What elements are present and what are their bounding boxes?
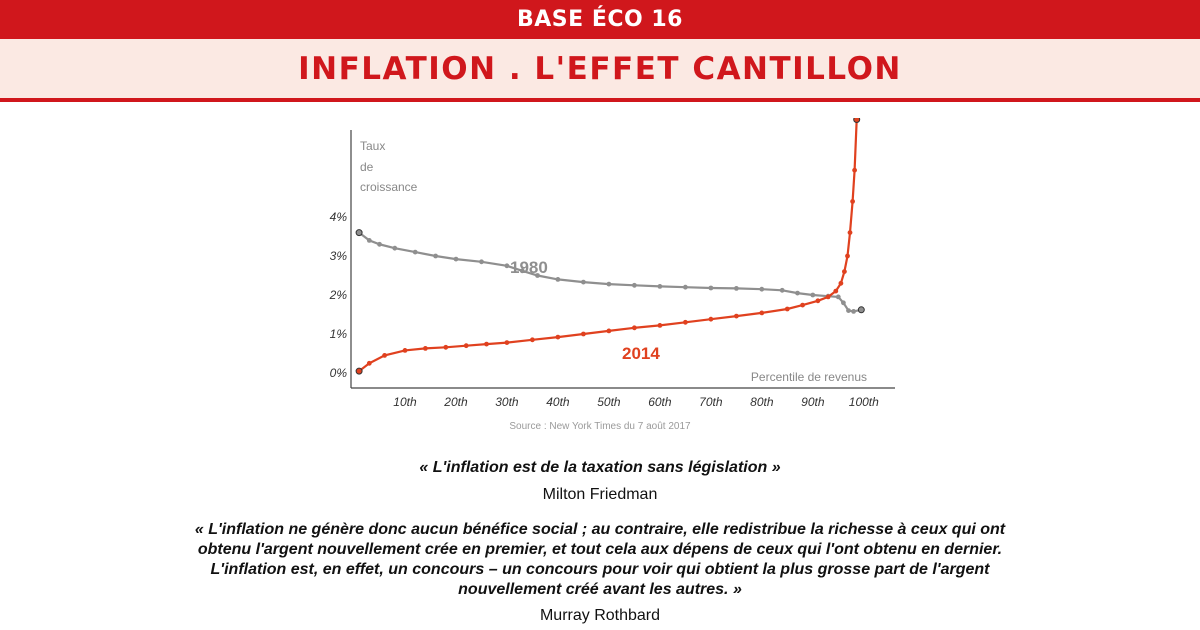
y-tick-label: 3% xyxy=(330,249,348,263)
data-point-1980 xyxy=(810,292,816,298)
data-point-1980 xyxy=(734,286,739,291)
y-tick-label: 0% xyxy=(330,366,348,380)
data-point-1980 xyxy=(366,238,372,243)
data-point-1980 xyxy=(657,284,663,289)
data-point-2014 xyxy=(382,353,387,358)
data-point-1980 xyxy=(795,290,800,296)
data-point-2014 xyxy=(402,348,408,353)
title-band: INFLATION . L'EFFET CANTILLON xyxy=(0,39,1200,102)
data-point-2014 xyxy=(423,346,428,351)
data-point-1980 xyxy=(759,286,765,292)
data-point-1980 xyxy=(453,256,459,262)
x-tick-labels: 10th 20th 30th 40th 50th 60th 70th 80th 90th 100t… xyxy=(393,395,879,409)
data-point-1980 xyxy=(581,279,586,285)
y-tick-labels: 0% 1% 2% 3% 4% xyxy=(329,210,348,380)
data-point-1980 xyxy=(779,287,785,293)
y-axis-label-line-3: croissance xyxy=(360,180,418,194)
series-line-1980 xyxy=(358,231,862,313)
data-point-1980 xyxy=(851,309,856,314)
data-point-1980 xyxy=(355,229,363,237)
data-point-2014 xyxy=(504,340,510,345)
x-tick-label: 80th xyxy=(750,395,774,409)
data-point-1980 xyxy=(555,277,561,282)
series-label: BASE ÉCO 16 xyxy=(517,7,683,32)
data-point-2014 xyxy=(845,253,850,259)
data-point-2014 xyxy=(555,334,561,340)
y-axis-label-line-2: de xyxy=(360,160,374,174)
x-axis-label: Percentile de revenus xyxy=(751,370,867,384)
data-point-1980 xyxy=(857,306,865,314)
data-point-2014 xyxy=(632,325,637,331)
data-point-2014 xyxy=(852,167,857,173)
data-point-2014 xyxy=(463,343,469,349)
x-tick-label: 70th xyxy=(699,395,723,409)
data-point-1980 xyxy=(632,282,637,288)
data-point-2014 xyxy=(815,298,821,304)
series-2014-label: 2014 xyxy=(622,344,660,363)
data-point-2014 xyxy=(853,118,861,123)
quote-rothbard-author: Murray Rothbard xyxy=(539,607,661,624)
y-tick-label: 1% xyxy=(330,327,348,341)
data-point-1980 xyxy=(846,308,851,313)
data-point-1980 xyxy=(377,241,382,247)
x-tick-label: 10th xyxy=(393,395,417,409)
x-tick-label: 60th xyxy=(648,395,672,409)
data-point-1980 xyxy=(392,245,398,251)
data-point-2014 xyxy=(734,313,739,319)
data-point-2014 xyxy=(842,269,847,274)
data-point-2014 xyxy=(825,294,831,300)
series-line-2014 xyxy=(358,119,858,372)
data-point-2014 xyxy=(443,344,449,350)
x-tick-label: 20th xyxy=(443,395,468,409)
data-point-2014 xyxy=(657,323,663,328)
data-point-1980 xyxy=(606,281,612,287)
y-axis-label-line-1: Taux xyxy=(360,139,385,153)
data-point-1980 xyxy=(433,253,438,259)
data-point-1980 xyxy=(519,268,525,274)
x-tick-label: 90th xyxy=(801,395,825,409)
data-point-2014 xyxy=(847,230,853,235)
data-point-1980 xyxy=(504,263,510,269)
data-point-2014 xyxy=(838,280,844,286)
series-1980-label: 1980 xyxy=(510,258,548,277)
page-title: INFLATION . L'EFFET CANTILLON xyxy=(298,50,902,87)
x-tick-label: 100th xyxy=(849,395,879,409)
data-point-2014 xyxy=(581,331,586,337)
data-point-2014 xyxy=(484,341,489,347)
data-point-2014 xyxy=(784,306,790,312)
data-point-1980 xyxy=(683,284,688,290)
data-point-1980 xyxy=(841,300,846,306)
data-point-2014 xyxy=(800,302,805,308)
quote-rothbard: « L'inflation ne génère donc aucun bénéf… xyxy=(194,521,1006,598)
y-tick-label: 4% xyxy=(330,210,348,224)
data-point-1980 xyxy=(412,249,418,255)
data-point-1980 xyxy=(835,294,841,300)
x-tick-label: 50th xyxy=(597,395,621,409)
data-point-2014 xyxy=(708,316,714,322)
data-point-2014 xyxy=(833,288,839,294)
x-tick-label: 30th xyxy=(495,395,519,409)
data-point-1980 xyxy=(535,273,540,278)
data-point-2014 xyxy=(850,199,855,204)
quote-friedman-author: Milton Friedman xyxy=(542,486,658,503)
data-point-2014 xyxy=(759,310,765,316)
data-point-2014 xyxy=(530,337,535,343)
data-point-1980 xyxy=(708,285,714,291)
series-lines xyxy=(355,118,865,375)
chart-source: Source : New York Times du 7 août 2017 xyxy=(509,421,691,432)
data-point-2014 xyxy=(683,319,688,325)
y-tick-label: 2% xyxy=(329,288,348,302)
quote-friedman: « L'inflation est de la taxation sans lé… xyxy=(419,459,781,476)
x-tick-label: 40th xyxy=(546,395,570,409)
data-point-2014 xyxy=(366,360,372,366)
growth-rate-chart: Taux de croissance Percentile de revenus… xyxy=(329,118,895,409)
data-point-2014 xyxy=(606,328,612,334)
data-point-1980 xyxy=(479,259,484,265)
data-point-2014 xyxy=(355,367,363,375)
top-banner: BASE ÉCO 16 xyxy=(0,0,1200,39)
